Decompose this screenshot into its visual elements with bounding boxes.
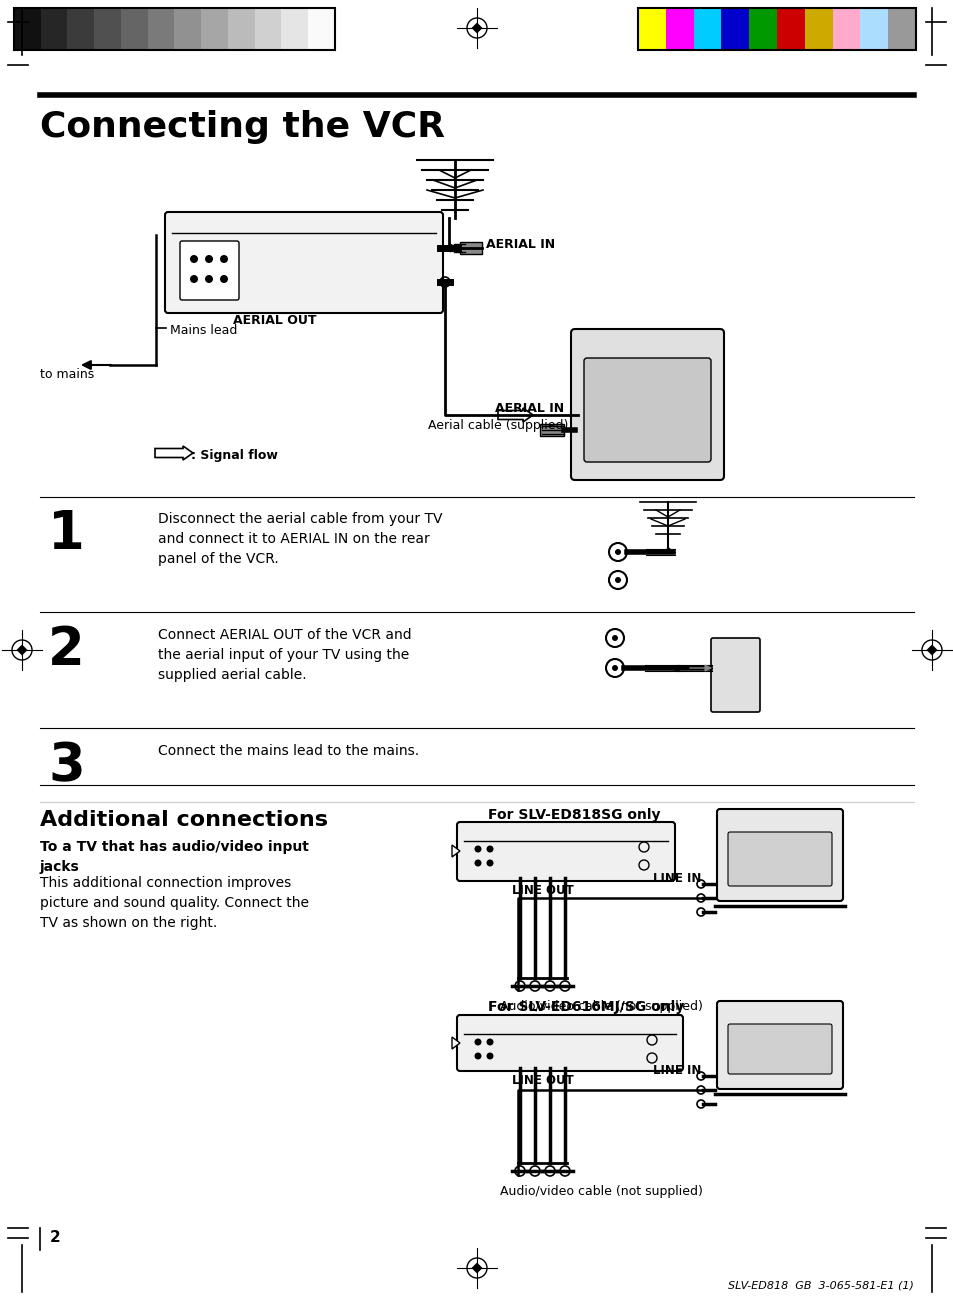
Bar <box>832 8 860 49</box>
Bar <box>174 8 201 49</box>
Text: AERIAL OUT: AERIAL OUT <box>233 315 316 328</box>
Circle shape <box>474 1053 481 1059</box>
Bar <box>254 8 281 49</box>
Text: 3: 3 <box>48 740 85 792</box>
Text: Audio/video cable (not supplied): Audio/video cable (not supplied) <box>499 1000 702 1013</box>
Bar <box>121 8 148 49</box>
Circle shape <box>190 276 198 283</box>
Bar <box>720 8 748 49</box>
Text: to mains: to mains <box>40 368 94 381</box>
Bar <box>638 8 665 49</box>
Bar <box>228 8 254 49</box>
Text: : Signal flow: : Signal flow <box>191 448 277 461</box>
Circle shape <box>612 634 618 641</box>
Text: LINE IN: LINE IN <box>652 872 700 885</box>
Bar <box>68 8 94 49</box>
Text: LINE OUT: LINE OUT <box>512 884 573 897</box>
Circle shape <box>190 255 198 263</box>
Polygon shape <box>471 1262 482 1274</box>
Text: LINE OUT: LINE OUT <box>512 1074 573 1087</box>
Circle shape <box>205 255 213 263</box>
Bar <box>94 8 121 49</box>
Bar <box>804 8 832 49</box>
Text: Connect the mains lead to the mains.: Connect the mains lead to the mains. <box>158 744 418 758</box>
Bar <box>41 8 68 49</box>
Text: AERIAL IN: AERIAL IN <box>485 238 555 251</box>
Polygon shape <box>471 22 482 34</box>
Text: Mains lead: Mains lead <box>170 324 237 337</box>
Bar <box>201 8 228 49</box>
FancyBboxPatch shape <box>727 832 831 887</box>
Bar <box>887 8 915 49</box>
Circle shape <box>486 859 493 867</box>
Circle shape <box>474 1039 481 1045</box>
Text: Disconnect the aerial cable from your TV
and connect it to AERIAL IN on the rear: Disconnect the aerial cable from your TV… <box>158 512 442 566</box>
Circle shape <box>486 1053 493 1059</box>
FancyBboxPatch shape <box>710 638 760 712</box>
Polygon shape <box>452 845 459 857</box>
Circle shape <box>612 666 618 671</box>
Bar <box>148 8 174 49</box>
FancyBboxPatch shape <box>456 822 675 881</box>
Text: To a TV that has audio/video input
jacks: To a TV that has audio/video input jacks <box>40 840 309 874</box>
Bar <box>860 8 887 49</box>
FancyBboxPatch shape <box>717 809 842 901</box>
Text: For SLV-ED818SG only: For SLV-ED818SG only <box>488 809 659 822</box>
Bar <box>281 8 308 49</box>
Text: 1: 1 <box>48 508 85 560</box>
Circle shape <box>220 255 228 263</box>
Bar <box>308 8 335 49</box>
FancyBboxPatch shape <box>165 212 442 313</box>
FancyArrow shape <box>497 408 533 422</box>
Polygon shape <box>16 645 28 655</box>
Circle shape <box>486 845 493 853</box>
FancyBboxPatch shape <box>583 358 710 462</box>
Circle shape <box>615 577 620 582</box>
Text: Additional connections: Additional connections <box>40 810 328 829</box>
Bar <box>539 424 563 436</box>
Bar <box>776 8 804 49</box>
Polygon shape <box>452 1037 459 1049</box>
FancyBboxPatch shape <box>456 1015 682 1071</box>
Bar <box>14 8 41 49</box>
Text: 2: 2 <box>48 624 85 676</box>
Polygon shape <box>925 645 937 655</box>
Bar <box>14 8 335 49</box>
Bar <box>665 8 693 49</box>
FancyBboxPatch shape <box>717 1001 842 1089</box>
Text: Aerial cable (supplied): Aerial cable (supplied) <box>428 419 568 432</box>
Circle shape <box>486 1039 493 1045</box>
Circle shape <box>474 859 481 867</box>
Bar <box>638 8 915 49</box>
Text: 2: 2 <box>50 1230 61 1245</box>
FancyBboxPatch shape <box>727 1024 831 1074</box>
Text: AERIAL IN: AERIAL IN <box>495 402 563 415</box>
Text: This additional connection improves
picture and sound quality. Connect the
TV as: This additional connection improves pict… <box>40 876 309 930</box>
Circle shape <box>474 845 481 853</box>
Bar <box>459 242 481 254</box>
Text: For SLV-ED616MJ/SG only: For SLV-ED616MJ/SG only <box>488 1000 683 1014</box>
FancyArrow shape <box>154 446 193 460</box>
Circle shape <box>220 276 228 283</box>
Bar <box>693 8 720 49</box>
Circle shape <box>205 276 213 283</box>
Text: Connect AERIAL OUT of the VCR and
the aerial input of your TV using the
supplied: Connect AERIAL OUT of the VCR and the ae… <box>158 628 411 682</box>
Circle shape <box>615 549 620 555</box>
Text: Connecting the VCR: Connecting the VCR <box>40 111 444 144</box>
FancyBboxPatch shape <box>571 329 723 480</box>
Text: LINE IN: LINE IN <box>652 1063 700 1076</box>
Text: SLV-ED818  GB  3-065-581-E1 (1): SLV-ED818 GB 3-065-581-E1 (1) <box>727 1280 913 1290</box>
Text: Audio/video cable (not supplied): Audio/video cable (not supplied) <box>499 1186 702 1199</box>
Bar <box>748 8 776 49</box>
FancyBboxPatch shape <box>180 240 239 300</box>
